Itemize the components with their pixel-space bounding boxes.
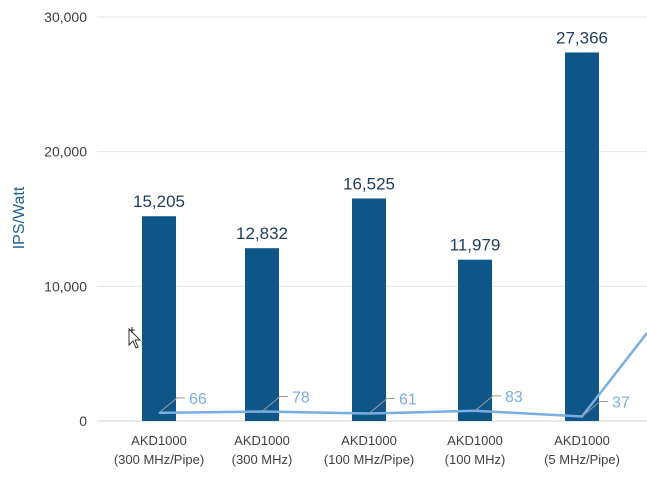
x-tick-label: AKD1000 [554, 433, 610, 448]
leader-line [581, 400, 608, 417]
x-axis: AKD1000 (300 MHz/Pipe) AKD1000 (300 MHz) AKD… [114, 433, 620, 467]
y-tick-label: 20,000 [44, 144, 87, 160]
x-tick-label: (100 MHz) [445, 452, 506, 467]
bar-data-label: 16,525 [343, 174, 395, 193]
y-tick-label: 10,000 [44, 278, 87, 294]
bar [458, 259, 492, 421]
leader-line [368, 398, 395, 414]
y-axis-title: IPS/Watt [11, 186, 28, 249]
x-tick-label: AKD1000 [447, 433, 503, 448]
leader-line [474, 395, 501, 412]
x-tick-label: (300 MHz/Pipe) [114, 452, 204, 467]
x-tick-label: AKD1000 [341, 433, 397, 448]
bar [565, 52, 599, 422]
x-tick-label: (300 MHz) [232, 452, 293, 467]
y-tick-label: 30,000 [44, 9, 87, 25]
series-line [158, 332, 647, 418]
bar [352, 198, 386, 421]
line-series: 66 78 61 83 37 [158, 332, 647, 418]
leader-line [158, 397, 185, 414]
line-data-label: 66 [189, 391, 207, 408]
x-tick-label: (5 MHz/Pipe) [544, 452, 620, 467]
line-data-label: 83 [505, 389, 523, 406]
bar [142, 216, 176, 421]
bar [245, 248, 279, 421]
bar-series: 15,205 12,832 16,525 11,979 27,366 [133, 28, 608, 422]
line-data-label: 37 [612, 394, 630, 411]
line-data-label: 78 [292, 389, 310, 406]
x-tick-label: AKD1000 [131, 433, 187, 448]
mouse-cursor-icon [128, 327, 142, 349]
bar-data-label: 15,205 [133, 192, 185, 211]
y-axis: 0 10,000 20,000 30,000 [44, 9, 87, 429]
x-tick-label: AKD1000 [234, 433, 290, 448]
y-tick-label: 0 [79, 413, 87, 429]
leader-line [261, 395, 288, 412]
x-tick-label: (100 MHz/Pipe) [324, 452, 414, 467]
line-data-label: 61 [399, 392, 417, 409]
bar-data-label: 12,832 [236, 224, 288, 243]
bar-data-label: 11,979 [450, 236, 501, 255]
bar-data-label: 27,366 [556, 28, 608, 47]
